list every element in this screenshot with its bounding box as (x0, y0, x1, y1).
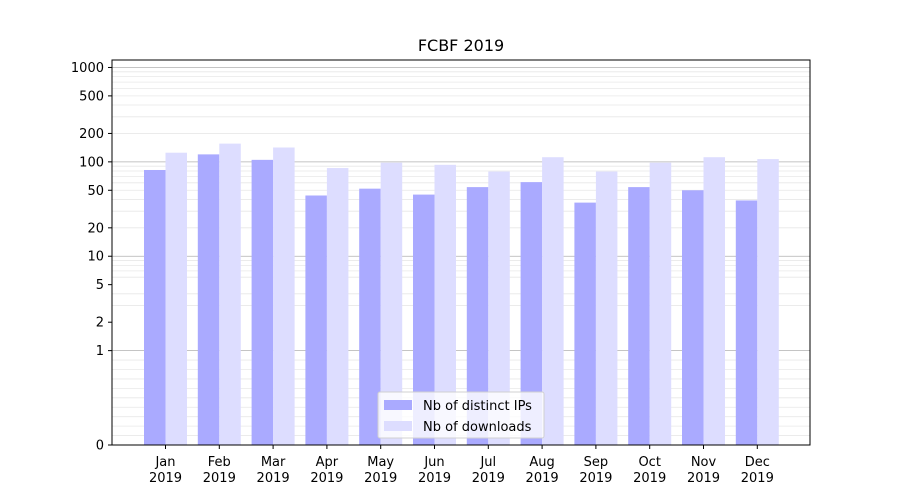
y-tick-label: 100 (79, 155, 104, 170)
bar-downloads (595, 171, 618, 445)
x-tick-label: Jul 2019 (472, 455, 505, 486)
y-tick-label: 0 (96, 439, 104, 454)
bar-downloads (165, 152, 187, 445)
x-tick-label: Aug 2019 (526, 455, 559, 486)
y-tick-label: 10 (87, 250, 104, 265)
x-tick-label: Sep 2019 (579, 455, 612, 486)
bar-downloads (326, 168, 349, 445)
bar-distinct-ips (682, 190, 704, 445)
bar-downloads (273, 147, 295, 445)
x-tick-label: Dec 2019 (741, 455, 774, 486)
bar-distinct-ips (144, 169, 166, 446)
bar-downloads (434, 164, 456, 445)
y-tick-label: 2 (96, 316, 104, 331)
x-tick-label: Oct 2019 (633, 455, 666, 486)
y-tick-label: 20 (87, 221, 104, 236)
x-tick-label: Jan 2019 (149, 455, 182, 486)
bar-distinct-ips (413, 194, 435, 445)
legend-swatch (384, 421, 412, 431)
y-tick-label: 1000 (71, 61, 104, 76)
bars (144, 143, 779, 446)
bar-distinct-ips (305, 195, 327, 445)
bar-downloads (703, 157, 725, 446)
x-tick-label: Feb 2019 (203, 455, 236, 486)
legend-label: Nb of downloads (423, 420, 532, 435)
chart-title: FCBF 2019 (418, 36, 504, 55)
bar-distinct-ips (359, 188, 381, 445)
x-tick-label: Jun 2019 (418, 455, 451, 486)
bar-downloads (542, 157, 564, 446)
bar-distinct-ips (735, 200, 758, 445)
x-tick-label: Apr 2019 (310, 455, 343, 486)
bar-downloads (380, 162, 403, 445)
bar-distinct-ips (251, 159, 274, 446)
bar-downloads (757, 159, 779, 445)
x-tick-label: May 2019 (364, 455, 397, 486)
legend-box (377, 391, 545, 439)
legend-swatch (384, 400, 412, 410)
x-tick-label: Nov 2019 (687, 455, 720, 486)
bar-distinct-ips (197, 154, 220, 445)
bar-distinct-ips (574, 202, 596, 445)
plot-frame (111, 59, 811, 446)
legend-label: Nb of distinct IPs (423, 399, 532, 414)
y-tick-label: 500 (79, 89, 104, 104)
bar-downloads (488, 171, 510, 445)
x-axis: Jan 2019 Feb 2019 Mar 2019 Apr 2019 May 2019 Jun 20… (149, 445, 774, 486)
bar-downloads (219, 143, 241, 446)
legend: Nb of distinct IPs Nb of downloads (377, 391, 545, 439)
y-tick-label: 200 (79, 127, 104, 142)
y-tick-label: 5 (96, 278, 104, 293)
bar-distinct-ips (466, 187, 489, 446)
bar-distinct-ips (628, 187, 650, 446)
y-axis: 0 1 2 5 10 20 50 100 200 500 1000 (71, 61, 112, 454)
y-tick-label: 1 (96, 344, 104, 359)
bar-downloads (649, 162, 672, 445)
x-tick-label: Mar 2019 (257, 455, 290, 486)
y-tick-label: 50 (87, 184, 104, 199)
bar-distinct-ips (520, 182, 543, 445)
